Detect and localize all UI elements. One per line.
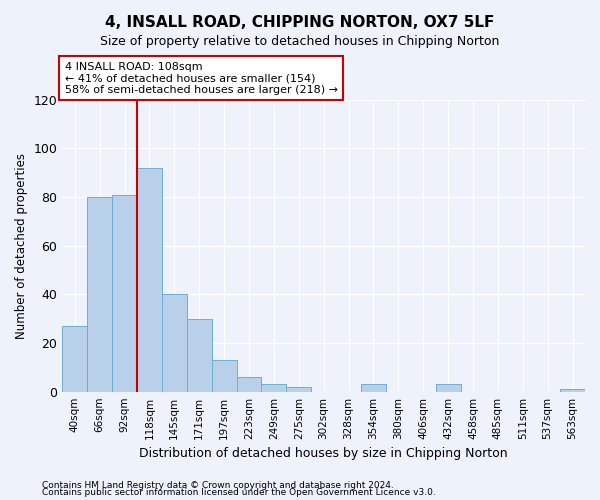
Text: Contains public sector information licensed under the Open Government Licence v3: Contains public sector information licen… — [42, 488, 436, 497]
Text: Contains HM Land Registry data © Crown copyright and database right 2024.: Contains HM Land Registry data © Crown c… — [42, 480, 394, 490]
Bar — [560, 389, 585, 392]
Text: 4 INSALL ROAD: 108sqm
← 41% of detached houses are smaller (154)
58% of semi-det: 4 INSALL ROAD: 108sqm ← 41% of detached … — [65, 62, 338, 94]
Bar — [162, 294, 187, 392]
Bar — [286, 387, 311, 392]
Bar — [187, 318, 212, 392]
Bar — [87, 197, 112, 392]
Bar — [137, 168, 162, 392]
Bar — [62, 326, 87, 392]
Bar — [236, 377, 262, 392]
Y-axis label: Number of detached properties: Number of detached properties — [15, 152, 28, 338]
Text: Size of property relative to detached houses in Chipping Norton: Size of property relative to detached ho… — [100, 35, 500, 48]
Bar — [112, 194, 137, 392]
Text: 4, INSALL ROAD, CHIPPING NORTON, OX7 5LF: 4, INSALL ROAD, CHIPPING NORTON, OX7 5LF — [106, 15, 494, 30]
Bar — [262, 384, 286, 392]
Bar — [212, 360, 236, 392]
Bar — [436, 384, 461, 392]
Bar — [361, 384, 386, 392]
X-axis label: Distribution of detached houses by size in Chipping Norton: Distribution of detached houses by size … — [139, 447, 508, 460]
